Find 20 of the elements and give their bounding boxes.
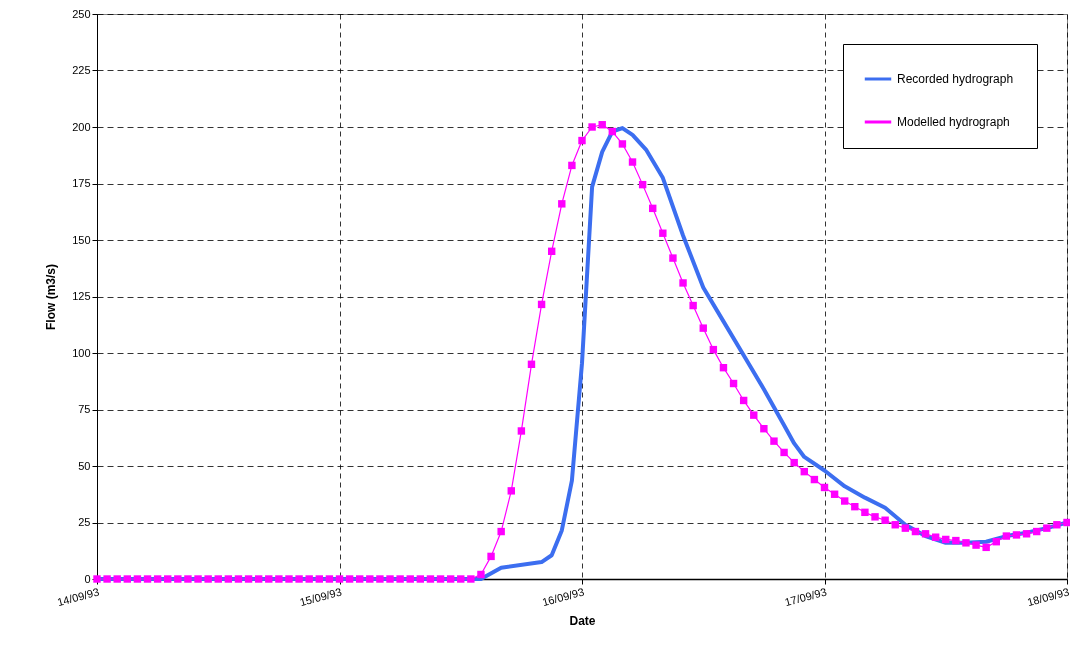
x-axis-title: Date [569, 614, 596, 629]
x-tick-label: 16/09/93 [540, 585, 586, 609]
y-tick-label: 0 [84, 572, 91, 585]
x-tick-label: 15/09/93 [298, 585, 343, 609]
y-tick-label: 175 [72, 177, 91, 189]
y-tick-label: 150 [72, 233, 91, 246]
y-tick-label: 100 [72, 346, 91, 359]
x-tick-label: 14/09/93 [55, 585, 101, 609]
y-tick-label: 125 [72, 290, 91, 302]
legend-label: Modelled hydrograph [897, 115, 1010, 129]
y-tick-label: 200 [72, 120, 91, 133]
y-tick-label: 50 [78, 459, 91, 472]
y-tick-label: 25 [78, 516, 91, 528]
x-tick-label: 18/09/93 [1025, 585, 1070, 609]
y-tick-label: 75 [78, 403, 91, 415]
y-axis-title: Flow (m3/s) [44, 263, 59, 331]
y-tick-label: 250 [72, 7, 91, 20]
y-tick-label: 225 [72, 64, 91, 76]
legend-label: Recorded hydrograph [897, 72, 1014, 86]
x-tick-label: 17/09/93 [783, 585, 828, 609]
